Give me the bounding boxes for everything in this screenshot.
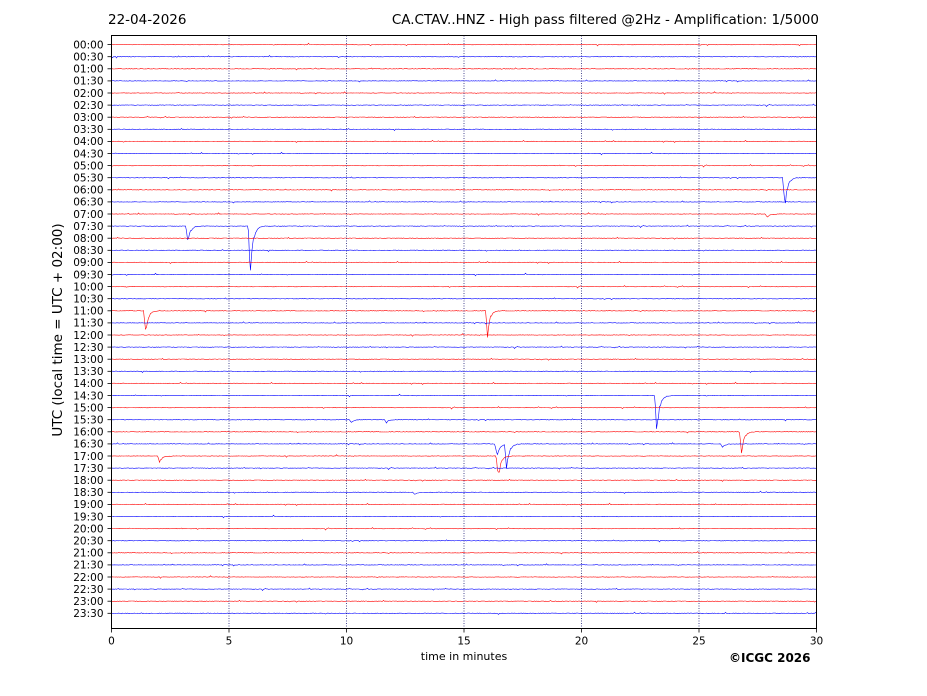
y-tick-label: 04:00	[73, 136, 103, 148]
y-tick-label: 20:30	[73, 536, 103, 548]
trace-1130	[111, 321, 817, 325]
y-tick-label: 22:00	[73, 572, 103, 584]
trace-1800	[111, 478, 817, 482]
x-tick-label: 20	[575, 636, 588, 648]
trace-1500	[111, 406, 817, 410]
y-tick-label: 09:00	[73, 257, 103, 269]
y-tick-label: 19:30	[73, 511, 103, 523]
chart-title: CA.CTAV..HNZ - High pass filtered @2Hz -…	[391, 12, 819, 28]
trace-1830	[111, 490, 817, 495]
y-tick-label: 04:30	[73, 148, 103, 160]
y-tick-label: 05:00	[73, 160, 103, 172]
y-tick-label: 09:30	[73, 269, 103, 281]
y-tick-label: 18:00	[73, 475, 103, 487]
y-tick-label: 14:30	[73, 390, 103, 402]
y-tick-label: 01:00	[73, 64, 103, 76]
y-tick-label: 13:00	[73, 354, 103, 366]
x-tick-label: 10	[340, 636, 353, 648]
trace-0300	[111, 115, 817, 119]
y-tick-label: 22:30	[73, 584, 103, 596]
y-tick-label: 06:30	[73, 197, 103, 209]
trace-0000	[111, 42, 817, 47]
y-tick-label: 17:00	[73, 451, 103, 463]
y-tick-label: 12:30	[73, 342, 103, 354]
y-tick-label: 14:00	[73, 378, 103, 390]
trace-0030	[111, 55, 817, 59]
y-tick-label: 08:30	[73, 245, 103, 257]
y-tick-label: 07:00	[73, 209, 103, 221]
y-tick-label: 02:30	[73, 100, 103, 112]
y-tick-label: 02:00	[73, 88, 103, 100]
y-tick-label: 15:00	[73, 402, 103, 414]
trace-0630	[111, 200, 817, 204]
trace-0230	[111, 103, 817, 107]
grid-group	[228, 35, 700, 629]
trace-1300	[111, 357, 817, 361]
trace-2130	[111, 563, 817, 567]
y-tick-label: 17:30	[73, 463, 103, 475]
trace-1900	[111, 502, 817, 506]
y-tick-label: 15:30	[73, 415, 103, 427]
y-tick-label: 23:00	[73, 596, 103, 608]
trace-1600	[111, 430, 817, 454]
trace-1000	[111, 285, 817, 289]
x-tick-label: 0	[108, 636, 115, 648]
y-tick-label: 11:00	[73, 306, 103, 318]
y-tick-label: 23:30	[73, 608, 103, 620]
y-tick-label: 08:00	[73, 233, 103, 245]
y-tick-label: 18:30	[73, 487, 103, 499]
y-tick-label: 03:00	[73, 112, 103, 124]
y-tick-label: 16:00	[73, 427, 103, 439]
y-tick-label: 13:30	[73, 366, 103, 378]
y-tick-label: 11:30	[73, 318, 103, 330]
copyright-credit: ©ICGC 2026	[729, 651, 811, 665]
y-tick-label: 01:30	[73, 76, 103, 88]
y-tick-label: 21:00	[73, 548, 103, 560]
x-tick-label: 30	[810, 636, 823, 648]
record-date: 22-04-2026	[108, 12, 187, 28]
y-tick-label: 03:30	[73, 124, 103, 136]
trace-2100	[111, 551, 817, 555]
trace-0530	[111, 176, 817, 204]
x-tick-group: 0 5 10 15 20 25 30	[108, 628, 823, 648]
x-tick-label: 25	[692, 636, 705, 648]
y-tick-label: 20:00	[73, 523, 103, 535]
y-tick-label: 10:00	[73, 281, 103, 293]
x-tick-label: 15	[457, 636, 470, 648]
trace-1230	[111, 345, 817, 349]
y-tick-label: 12:00	[73, 330, 103, 342]
x-tick-label: 5	[226, 636, 233, 648]
y-tick-label: 10:30	[73, 294, 103, 306]
trace-1200	[111, 333, 817, 337]
trace-0930	[111, 272, 817, 277]
trace-1530	[111, 418, 817, 424]
x-axis-label: time in minutes	[420, 650, 508, 663]
y-tick-label: 21:30	[73, 560, 103, 572]
y-tick-label: 19:00	[73, 499, 103, 511]
trace-0900	[111, 260, 817, 264]
y-tick-label: 05:30	[73, 173, 103, 185]
y-tick-group: 00:0000:3001:0001:3002:0002:3003:0003:30…	[73, 39, 112, 620]
y-tick-label: 06:00	[73, 185, 103, 197]
trace-2200	[111, 575, 817, 579]
y-tick-label: 00:00	[73, 39, 103, 51]
plot-frame	[111, 35, 817, 629]
y-tick-label: 00:30	[73, 52, 103, 64]
trace-0330	[111, 127, 817, 131]
trace-0600	[111, 188, 817, 192]
y-tick-label: 16:30	[73, 439, 103, 451]
y-tick-label: 07:30	[73, 221, 103, 233]
